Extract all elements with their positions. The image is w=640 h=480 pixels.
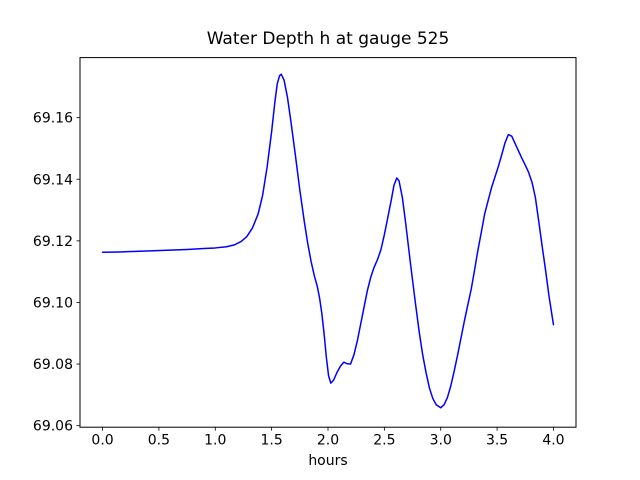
y-tick-label: 69.08 — [33, 357, 73, 373]
x-tick-label: 0.5 — [148, 433, 170, 449]
y-tick-label: 69.06 — [33, 419, 73, 435]
y-tick-label: 69.12 — [33, 234, 73, 250]
chart-title: Water Depth h at gauge 525 — [206, 29, 450, 49]
x-tick-label: 4.0 — [542, 433, 564, 449]
x-tick-label: 1.0 — [204, 433, 226, 449]
y-tick-label: 69.14 — [33, 172, 73, 188]
y-tick-label: 69.16 — [33, 111, 73, 127]
y-tick-label: 69.10 — [33, 295, 73, 311]
x-axis-label: hours — [308, 453, 348, 469]
x-tick-label: 3.0 — [430, 433, 452, 449]
plot-line-water-depth-h — [101, 73, 555, 409]
x-tick-label: 2.0 — [317, 433, 339, 449]
x-tick-label: 3.5 — [486, 433, 508, 449]
x-tick-label: 1.5 — [261, 433, 283, 449]
x-tick-label: 0.0 — [91, 433, 113, 449]
x-tick-label: 2.5 — [373, 433, 395, 449]
